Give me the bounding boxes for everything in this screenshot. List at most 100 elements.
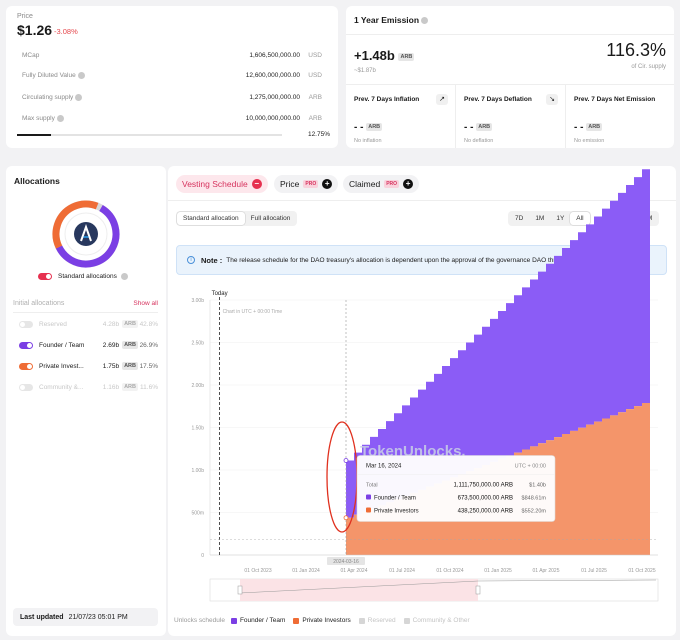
legend-item-community[interactable]: Community & Other (403, 617, 470, 624)
y-tick-label: 2.50b (191, 341, 204, 347)
allocations-card: Allocations Standard allocations Initial… (6, 166, 166, 636)
legend-swatch (358, 617, 365, 624)
emission-amount: +1.48b ARB (354, 48, 415, 63)
full-allocation-option[interactable]: Full allocation (250, 215, 291, 222)
legend-item-founder[interactable]: Founder / Team (230, 617, 286, 624)
allocation-item-private-investors[interactable]: Private Invest... 1.75b ARB 17.5% (19, 359, 158, 373)
stat-value: 10,000,000,000.00 (245, 115, 300, 123)
allocation-amount: 1.16b (102, 383, 120, 391)
range-option[interactable]: All (570, 212, 590, 225)
y-tick-label: 500m (191, 511, 204, 517)
info-icon[interactable] (75, 94, 83, 101)
x-tick-label: 01 Oct 2025 (628, 568, 655, 574)
allocations-title: Allocations (14, 176, 60, 186)
range-option[interactable]: 1M (535, 215, 545, 222)
toggle-switch[interactable] (19, 383, 33, 391)
last-updated-value: 21/07/23 05:01 PM (68, 613, 128, 621)
pro-badge: PRO (303, 180, 319, 188)
stat-label: MCap (22, 52, 40, 59)
stat-row-mcap: MCap 1,606,500,000.00 USD (22, 52, 322, 59)
arbitrum-logo-icon (74, 222, 98, 246)
unit-tag: ARB (122, 320, 138, 328)
show-all-link[interactable]: Show all (133, 300, 158, 307)
allocation-pct: 11.6% (140, 383, 158, 391)
unit-tag: ARB (398, 52, 415, 61)
x-tick-label: 01 Oct 2024 (436, 568, 463, 574)
y-tick-label: 1.00b (191, 468, 204, 474)
allocation-item-reserved[interactable]: Reserved 4.28b ARB 42.8% (19, 317, 158, 331)
emission-pct: 116.3% (606, 40, 666, 60)
stat-unit: USD (308, 72, 322, 80)
info-icon[interactable] (120, 273, 128, 280)
tab-vesting-schedule[interactable]: Vesting Schedule − (176, 175, 268, 193)
tooltip-row-usd: $1.40b (529, 483, 546, 489)
info-icon[interactable] (56, 115, 64, 122)
legend-swatch (230, 617, 237, 624)
unit-tag: ARB (366, 123, 383, 132)
price-label: Price (17, 13, 33, 20)
stat-row-circulating: Circulating supply 1,275,000,000.00 ARB (22, 94, 322, 101)
allocation-item-founder-team[interactable]: Founder / Team 2.69b ARB 26.9% (19, 338, 158, 352)
note-label: Note : (201, 255, 223, 265)
allocation-pct: 26.9% (139, 341, 158, 349)
y-tick-label: 2.00b (191, 383, 204, 389)
y-tick-label: 1.50b (191, 426, 204, 432)
chart-caption: Chart in UTC + 00:00 Time (223, 309, 283, 315)
y-tick-label: 0 (201, 553, 204, 559)
last-updated: Last updated 21/07/23 05:01 PM (13, 608, 158, 626)
add-icon[interactable]: + (322, 179, 333, 189)
toggle-label: Standard allocations (58, 273, 117, 280)
stat-value: 1,275,000,000.00 (249, 94, 300, 102)
donut-founder-arc (52, 200, 120, 268)
net-emission-box: Prev. 7 Days Net Emission - - ARB No emi… (566, 88, 676, 150)
legend-label: Reserved (367, 617, 396, 624)
allocation-amount: 4.28b (102, 320, 120, 328)
info-icon[interactable] (77, 72, 85, 79)
tooltip-box (356, 455, 556, 522)
supply-progress-fill (17, 134, 51, 136)
range-option[interactable]: 7D (515, 215, 524, 222)
x-tick-label: 01 Apr 2025 (533, 568, 560, 574)
toggle-switch[interactable] (19, 320, 33, 328)
price-card: Price $1.26 -3.08% MCap 1,606,500,000.00… (6, 6, 338, 148)
legend-item-investors[interactable]: Private Investors (293, 617, 351, 624)
standard-allocations-toggle[interactable]: Standard allocations (38, 273, 128, 280)
allocation-pct: 17.5% (139, 362, 158, 370)
note-text: The release schedule for the DAO treasur… (226, 256, 616, 264)
trend-down-icon: ↘ (546, 94, 558, 105)
tooltip-row-value: 438,250,000.00 ARB (458, 509, 513, 515)
unit-tag: ARB (586, 123, 603, 132)
deflation-title: Prev. 7 Days Deflation (464, 96, 532, 103)
net-emission-title: Prev. 7 Days Net Emission (574, 96, 656, 103)
chart-legend: Unlocks schedule Founder / Team Private … (174, 617, 478, 624)
emission-usd: ~$1.87b (354, 68, 376, 74)
x-tick-label: 01 Oct 2023 (244, 568, 271, 574)
add-icon[interactable]: + (403, 179, 414, 189)
emission-title: 1 Year Emission (354, 15, 429, 25)
tooltip-row-value: 1,111,750,000.00 ARB (454, 483, 514, 489)
vesting-chart[interactable]: 0 500m 1.00b 1.50b 2.00b 2.50b 3.00b 01 Oct 202… (168, 169, 676, 636)
range-handle-left (237, 585, 243, 595)
tab-price[interactable]: Price PRO + (274, 175, 339, 193)
legend-swatch (403, 617, 410, 624)
toggle-switch[interactable] (19, 341, 33, 349)
allocation-item-community[interactable]: Community &... 1.16b ARB 11.6% (19, 380, 158, 394)
legend-item-reserved[interactable]: Reserved (358, 617, 396, 624)
stat-label: Fully Diluted Value (22, 72, 76, 80)
tab-claimed[interactable]: Claimed PRO + (343, 175, 420, 193)
info-icon[interactable] (421, 17, 429, 25)
standard-allocation-option[interactable]: Standard allocation (177, 212, 245, 225)
legend-label: Founder / Team (239, 617, 286, 624)
x-tick-label: 01 Apr 2024 (341, 568, 368, 574)
stat-label: Max supply (22, 115, 55, 123)
toggle-switch[interactable] (38, 273, 52, 280)
toggle-switch[interactable] (19, 362, 33, 370)
legend-title: Unlocks schedule (174, 617, 225, 624)
trend-up-icon: ↗ (436, 94, 448, 105)
stat-unit: ARB (308, 115, 322, 123)
range-option[interactable]: 1Y (556, 215, 565, 222)
navigator-line (239, 579, 657, 594)
tooltip-row-value: 673,500,000.00 ARB (458, 496, 513, 502)
remove-icon[interactable]: − (251, 179, 262, 189)
info-icon: i (187, 256, 195, 264)
